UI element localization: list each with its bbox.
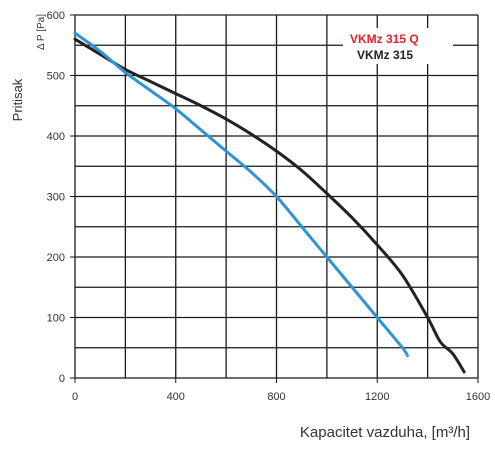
x-tick-label: 0 [72,391,78,403]
x-tick-label: 1600 [466,391,490,403]
legend: VKMz 315 Q VKMz 315 [343,28,453,64]
y-tick-label: 500 [47,71,65,83]
y-axis-title: Pritisak Δ P [Pa] [10,14,47,122]
axes [70,14,479,383]
series-lines [73,31,466,374]
y-tick-label: 200 [47,252,65,264]
y-axis-symbol: Δ P [Pa] [36,14,47,50]
y-tick-label: 300 [47,192,65,204]
series-line-vkmz-315 [73,37,466,374]
x-tick-label: 1200 [365,391,389,403]
legend-item-vkmz-315: VKMz 315 [357,48,413,62]
legend-item-vkmz-315-q: VKMz 315 Q [350,32,419,46]
x-axis-label: Kapacitet vazduha, [m³/h] [300,424,470,441]
y-tick-label: 600 [47,10,65,22]
legend-background [343,28,453,64]
x-tick-label: 800 [267,391,285,403]
y-tick-label: 100 [47,313,65,325]
x-tick-label: 400 [167,391,185,403]
series-line-vkmz-315-q [73,31,409,358]
y-tick-label: 400 [47,131,65,143]
tick-labels: 0 400 800 1200 1600 0 100 200 300 400 500 600 [47,10,491,403]
y-axis-label: Pritisak [10,78,25,121]
y-tick-label: 0 [59,373,65,385]
